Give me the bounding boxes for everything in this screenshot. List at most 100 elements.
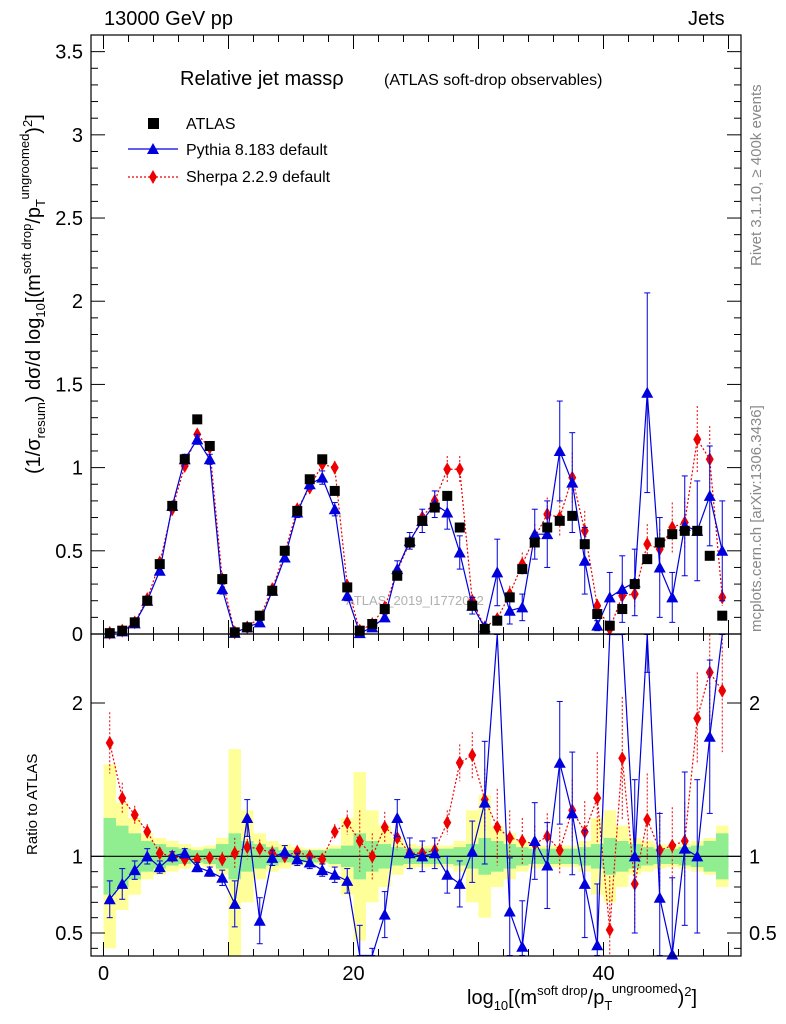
sherpa-ratio-point bbox=[505, 830, 514, 845]
y-tick-label: 3.5 bbox=[55, 42, 83, 64]
pythia-ratio-point bbox=[416, 850, 429, 862]
atlas-point bbox=[229, 627, 240, 638]
pythia-main-point bbox=[503, 604, 516, 616]
pythia-ratio-point bbox=[503, 905, 516, 917]
sherpa-main-point bbox=[443, 462, 452, 477]
pythia-main-point bbox=[541, 528, 554, 540]
atlas-point bbox=[342, 582, 353, 593]
ratio-tick-label: 2 bbox=[72, 693, 83, 715]
pythia-ratio-point bbox=[316, 864, 329, 876]
pythia-ratio-point bbox=[403, 847, 416, 859]
pythia-main-point bbox=[316, 471, 329, 483]
pythia-ratio-point bbox=[253, 914, 266, 926]
y-tick-label: 2 bbox=[72, 291, 83, 313]
sherpa-ratio-point bbox=[343, 815, 352, 830]
y-tick-label: 1.5 bbox=[55, 374, 83, 396]
sherpa-ratio-point bbox=[130, 807, 139, 822]
pythia-main-point bbox=[253, 616, 266, 628]
sherpa-ratio-point bbox=[205, 850, 214, 865]
atlas-point bbox=[642, 554, 653, 565]
pythia-main-point bbox=[566, 476, 579, 488]
sherpa-ratio-point bbox=[618, 751, 627, 766]
pythia-main-point bbox=[641, 386, 654, 398]
atlas-point bbox=[554, 515, 565, 526]
series-layer bbox=[91, 292, 741, 960]
atlas-point bbox=[254, 610, 265, 621]
pythia-ratio-point bbox=[578, 877, 591, 889]
atlas-point bbox=[592, 609, 603, 620]
sherpa-ratio-point bbox=[593, 791, 602, 806]
sherpa-ratio-point bbox=[518, 834, 527, 848]
pythia-ratio-point bbox=[691, 850, 704, 862]
pythia-ratio-point bbox=[666, 948, 679, 960]
ratio-tick-label-right: 0.5 bbox=[749, 923, 777, 945]
pythia-ratio-point bbox=[166, 850, 179, 862]
pythia-main-point bbox=[553, 444, 566, 456]
atlas-point bbox=[704, 550, 715, 561]
sherpa-ratio-point bbox=[105, 735, 114, 750]
pythia-main-point bbox=[328, 503, 341, 515]
pythia-ratio-point bbox=[678, 842, 691, 854]
atlas-point bbox=[217, 574, 228, 585]
sherpa-ratio-point bbox=[668, 838, 677, 853]
atlas-point bbox=[454, 522, 465, 533]
pythia-ratio-point bbox=[178, 847, 191, 859]
atlas-point bbox=[242, 622, 253, 633]
pythia-ratio-point bbox=[153, 861, 166, 873]
pythia-ratio-point bbox=[391, 812, 404, 823]
pythia-ratio-point bbox=[303, 856, 316, 868]
sherpa-ratio-point bbox=[318, 852, 327, 867]
sherpa-main-point bbox=[455, 462, 464, 477]
atlas-point bbox=[717, 610, 728, 621]
atlas-point bbox=[479, 624, 490, 635]
pythia-ratio-point bbox=[466, 845, 479, 857]
ratio-tick-label-right: 2 bbox=[749, 693, 760, 715]
sherpa-ratio-point bbox=[218, 852, 227, 867]
pythia-main-point bbox=[616, 583, 629, 595]
sherpa-ratio-point bbox=[718, 683, 727, 698]
pythia-ratio-point bbox=[478, 796, 491, 808]
sherpa-ratio-point bbox=[293, 844, 302, 859]
sherpa-ratio-point bbox=[143, 824, 152, 839]
pythia-ratio-point bbox=[441, 868, 454, 880]
atlas-point bbox=[104, 628, 115, 639]
atlas-point bbox=[304, 474, 315, 485]
pythia-ratio-point bbox=[228, 897, 241, 909]
x-axis-title: log10[(msoft drop/pTungroomed)2] bbox=[467, 981, 697, 1013]
legend-pythia-marker bbox=[147, 143, 159, 154]
atlas-point bbox=[392, 570, 403, 581]
y-tick-label: 1 bbox=[72, 458, 83, 480]
legend-sherpa-marker bbox=[149, 170, 157, 184]
x-tick-label: 20 bbox=[342, 963, 364, 985]
pythia-ratio-point bbox=[241, 812, 254, 823]
pythia-main-point bbox=[378, 611, 391, 623]
sherpa-main-point bbox=[330, 460, 339, 475]
pythia-ratio-point bbox=[541, 859, 554, 871]
atlas-point bbox=[204, 440, 215, 451]
pythia-main-point bbox=[528, 528, 541, 540]
pythia-ratio-point bbox=[653, 891, 666, 903]
sherpa-ratio-point bbox=[255, 841, 264, 856]
pythia-ratio-point bbox=[516, 940, 529, 952]
atlas-point bbox=[567, 510, 578, 521]
pythia-main-point bbox=[591, 619, 604, 631]
x-tick-label: 0 bbox=[98, 963, 109, 985]
pythia-ratio-point bbox=[141, 850, 154, 862]
sherpa-ratio-point bbox=[355, 834, 364, 848]
pythia-ratio-point bbox=[378, 908, 391, 920]
sherpa-ratio-point bbox=[118, 791, 127, 806]
sherpa-main-point bbox=[693, 432, 702, 447]
atlas-point bbox=[467, 600, 478, 611]
sherpa-ratio-point bbox=[605, 922, 614, 937]
legend-pythia-label: Pythia 8.183 default bbox=[186, 142, 328, 159]
atlas-point bbox=[542, 522, 553, 533]
atlas-point bbox=[317, 454, 328, 465]
pythia-ratio-point bbox=[278, 845, 291, 857]
pythia-main-point bbox=[603, 591, 616, 603]
pythia-ratio-point bbox=[203, 865, 216, 877]
ratio-y-axis-title: Ratio to ATLAS bbox=[24, 754, 41, 855]
sherpa-ratio-point bbox=[693, 711, 702, 726]
pythia-ratio-point bbox=[628, 850, 641, 862]
chart-title: Relative jet massρ bbox=[180, 68, 344, 90]
pythia-main-point bbox=[191, 433, 204, 445]
